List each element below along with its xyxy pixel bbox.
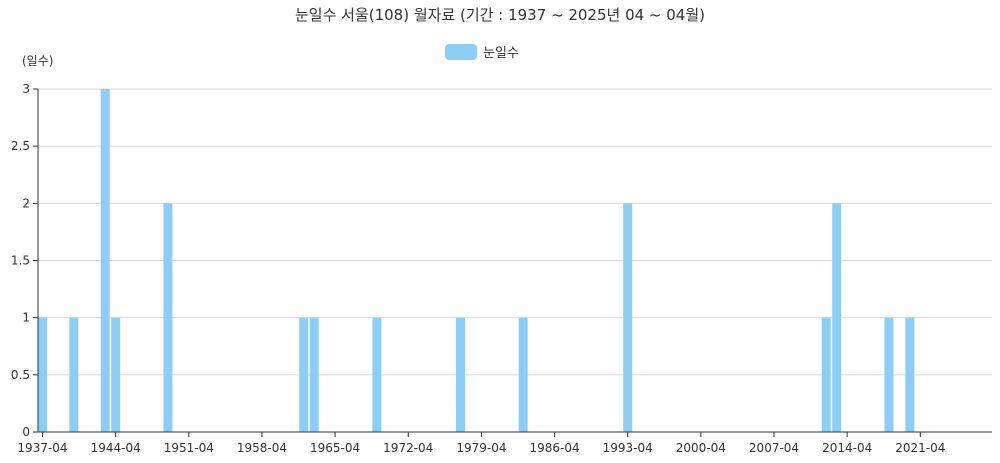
bar[interactable]: 2020-04: 1 bbox=[905, 318, 914, 432]
bar[interactable]: 2013-04: 2 bbox=[832, 203, 841, 432]
x-tick-label: 2007-04 bbox=[749, 441, 799, 455]
y-tick-label: 2.5 bbox=[11, 139, 30, 153]
bar[interactable]: 1943-04: 3 bbox=[101, 89, 110, 432]
x-tick-label: 1993-04 bbox=[603, 441, 653, 455]
y-tick-label: 2 bbox=[22, 196, 30, 210]
y-tick-label: 3 bbox=[22, 82, 30, 96]
x-tick-label: 2021-04 bbox=[895, 441, 945, 455]
x-tick-label: 1937-04 bbox=[17, 441, 67, 455]
x-tick-label: 1951-04 bbox=[164, 441, 214, 455]
bar[interactable]: 1944-04: 1 bbox=[111, 318, 120, 432]
x-tick-label: 1979-04 bbox=[456, 441, 506, 455]
y-tick-label: 1 bbox=[22, 311, 30, 325]
x-tick-label: 1986-04 bbox=[529, 441, 579, 455]
grid-lines bbox=[38, 89, 992, 375]
bar[interactable]: 1977-04: 1 bbox=[456, 318, 465, 432]
y-tick-label: 0.5 bbox=[11, 368, 30, 382]
bar[interactable]: 1963-04: 1 bbox=[310, 318, 319, 432]
bar[interactable]: 2012-04: 1 bbox=[822, 318, 831, 432]
x-tick-label: 2000-04 bbox=[676, 441, 726, 455]
bar[interactable]: 1937-04: 1 bbox=[38, 318, 47, 432]
bar[interactable]: 1983-04: 1 bbox=[519, 318, 528, 432]
x-ticks: 1937-04 1944-04 1951-04 1958-04 1965-04 1972-… bbox=[17, 432, 945, 455]
bar[interactable]: 1940-04: 1 bbox=[69, 318, 78, 432]
bar[interactable]: 1969-04: 1 bbox=[372, 318, 381, 432]
x-tick-label: 2014-04 bbox=[822, 441, 872, 455]
x-tick-label: 1972-04 bbox=[383, 441, 433, 455]
y-tick-label: 0 bbox=[22, 425, 30, 439]
y-ticks: 0 0.5 1 1.5 2 2.5 3 bbox=[11, 82, 38, 439]
y-tick-label: 1.5 bbox=[11, 254, 30, 268]
x-tick-label: 1944-04 bbox=[91, 441, 141, 455]
bar[interactable]: 1993-04: 2 bbox=[623, 203, 632, 432]
bar[interactable]: 2018-04: 1 bbox=[884, 318, 893, 432]
bar[interactable]: 1949-04: 2 bbox=[163, 203, 172, 432]
x-tick-label: 1965-04 bbox=[310, 441, 360, 455]
bar[interactable]: 1962-04: 1 bbox=[299, 318, 308, 432]
x-tick-label: 1958-04 bbox=[237, 441, 287, 455]
